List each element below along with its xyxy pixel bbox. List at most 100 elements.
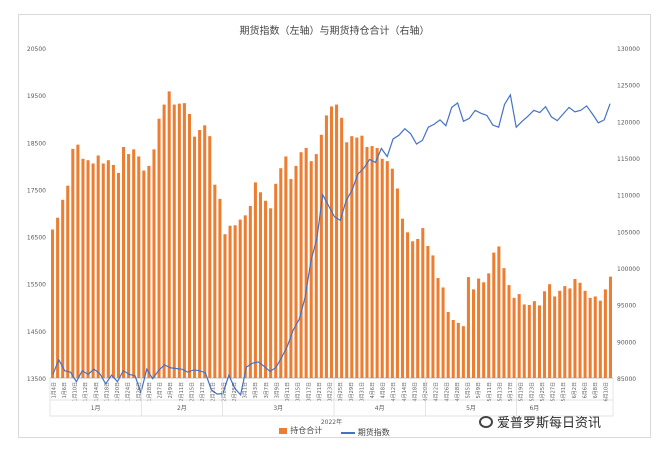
watermark: 爱普罗斯每日资讯 [479, 412, 601, 431]
y-right-tick-label: 85000 [617, 376, 636, 383]
bar [294, 165, 298, 378]
chart-frame [18, 14, 651, 438]
x-tick-label: 3月21日 [317, 382, 323, 402]
legend-swatch-bar [279, 427, 288, 434]
x-tick-label: 5月5日 [466, 382, 472, 398]
series-line-futures-index [52, 93, 611, 397]
bar [71, 148, 75, 378]
bar [91, 163, 95, 378]
x-tick-label: 1月6日 [62, 382, 68, 398]
bar [477, 278, 481, 378]
bar [101, 163, 105, 378]
x-tick-label: 1月4日 [51, 382, 57, 398]
bar [527, 304, 531, 378]
bar [66, 185, 70, 378]
bar [198, 130, 202, 378]
bar [228, 225, 232, 378]
legend-label-bar: 持仓合计 [290, 426, 323, 435]
bar [253, 182, 257, 378]
x-tick-label: 6月8日 [593, 382, 599, 398]
bar [487, 273, 491, 378]
bar [142, 170, 146, 378]
bar [461, 326, 465, 378]
x-tick-label: 1月12日 [83, 382, 89, 402]
x-tick-label: 3月29日 [349, 382, 355, 402]
x-tick-label: 6月2日 [572, 382, 578, 398]
month-label: 4月 [375, 405, 385, 412]
y-right-tick-label: 130000 [617, 46, 640, 53]
x-tick-label: 4月20日 [423, 382, 429, 402]
bar [532, 301, 536, 378]
bar [238, 219, 242, 378]
x-tick-label: 3月15日 [296, 382, 302, 402]
y-left-tick-label: 16500 [27, 235, 46, 242]
x-tick-label: 5月11日 [487, 382, 493, 402]
y-right-tick-label: 105000 [617, 229, 640, 236]
bar [360, 135, 364, 378]
x-tick-label: 4月18日 [412, 382, 418, 402]
bar [421, 228, 425, 378]
x-tick-label: 5月19日 [519, 382, 525, 402]
x-tick-label: 2月17日 [200, 382, 206, 402]
bar [446, 312, 450, 378]
x-tick-label: 2月15日 [189, 382, 195, 402]
bar [395, 188, 399, 378]
x-tick-label: 2月11日 [179, 382, 185, 402]
bar [122, 147, 126, 378]
bar [497, 246, 501, 378]
bar [588, 297, 592, 378]
watermark-logo-icon [479, 415, 493, 428]
bar [350, 136, 354, 378]
bar [472, 289, 476, 378]
x-tick-label: 3月17日 [306, 382, 312, 402]
bar [456, 322, 460, 378]
bar [162, 104, 166, 378]
y-left-tick-label: 15500 [27, 282, 46, 289]
x-tick-label: 3月25日 [338, 382, 344, 402]
month-label: 1月 [91, 405, 101, 412]
chart-legend: 持仓合计 期货指数 [0, 425, 669, 438]
bar [264, 200, 268, 378]
bar [578, 282, 582, 378]
x-tick-label: 5月25日 [540, 382, 546, 402]
bar [182, 103, 186, 378]
bar [284, 156, 288, 378]
bar [426, 246, 430, 378]
bar [593, 296, 597, 378]
bar [335, 104, 339, 378]
y-left-tick-label: 18500 [27, 140, 46, 147]
x-tick-label: 5月13日 [497, 382, 503, 402]
bar [116, 172, 120, 378]
bar [324, 115, 328, 378]
year-label: 2022年 [321, 418, 342, 426]
bar [603, 289, 607, 378]
x-tick-label: 5月27日 [551, 382, 557, 402]
bar [441, 287, 445, 378]
bar [548, 284, 552, 378]
y-left-tick-label: 19500 [27, 93, 46, 100]
bar [411, 241, 415, 378]
x-tick-label: 1月28日 [147, 382, 153, 402]
bar [51, 229, 55, 378]
x-tick-label: 3月1日 [243, 382, 249, 398]
bar [314, 154, 318, 378]
bar [507, 285, 511, 378]
y-left-tick-label: 20500 [27, 46, 46, 53]
bar [299, 152, 303, 378]
bar [248, 205, 252, 378]
bar [258, 192, 263, 378]
bar [152, 149, 156, 378]
x-tick-label: 3月31日 [359, 382, 365, 402]
bar [61, 199, 65, 378]
bar [492, 252, 496, 378]
watermark-text: 爱普罗斯每日资讯 [497, 416, 602, 431]
x-tick-label: 6月6日 [582, 382, 588, 398]
bar [502, 268, 506, 378]
bar [233, 225, 237, 378]
bar [319, 134, 323, 378]
bar [365, 147, 369, 378]
bar [451, 320, 455, 378]
x-tick-label: 4月14日 [402, 382, 408, 402]
x-tick-label: 1月24日 [126, 382, 132, 402]
